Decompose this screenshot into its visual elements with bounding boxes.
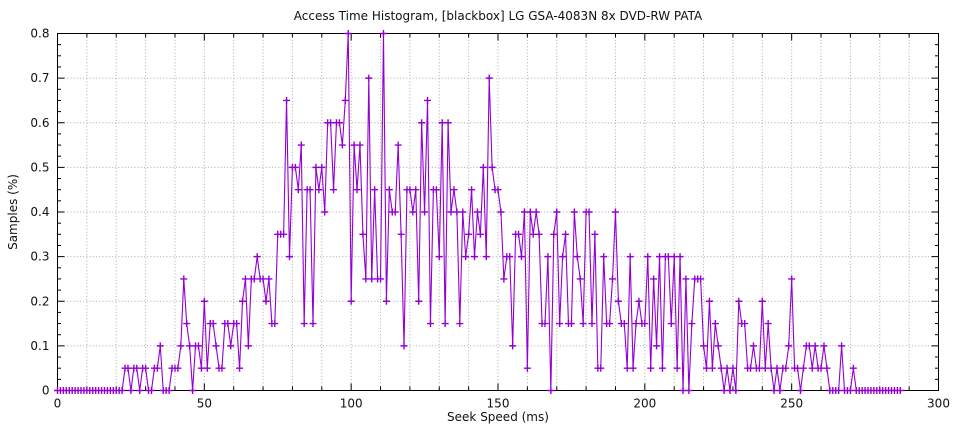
svg-text:300: 300 — [927, 397, 950, 411]
svg-text:50: 50 — [197, 397, 212, 411]
svg-text:250: 250 — [780, 397, 803, 411]
svg-text:150: 150 — [487, 397, 510, 411]
chart-title: Access Time Histogram, [blackbox] LG GSA… — [293, 9, 703, 23]
svg-text:0.3: 0.3 — [30, 250, 49, 264]
svg-text:0.7: 0.7 — [30, 71, 49, 85]
svg-text:0: 0 — [42, 384, 50, 398]
svg-text:0.4: 0.4 — [30, 205, 49, 219]
data-markers — [54, 30, 904, 394]
svg-text:0.1: 0.1 — [30, 339, 49, 353]
svg-text:0.5: 0.5 — [30, 160, 49, 174]
svg-text:0.8: 0.8 — [30, 27, 49, 41]
svg-text:100: 100 — [340, 397, 363, 411]
svg-text:0.6: 0.6 — [30, 116, 49, 130]
svg-text:0.2: 0.2 — [30, 294, 49, 308]
axis-tick-labels: 0 50 100 150 200 250 300 0 0.1 0.2 0.3 0.4 0.5 0.6 0.7… — [30, 27, 950, 411]
svg-text:0: 0 — [54, 397, 62, 411]
x-axis-label: Seek Speed (ms) — [447, 410, 549, 424]
svg-text:200: 200 — [633, 397, 656, 411]
